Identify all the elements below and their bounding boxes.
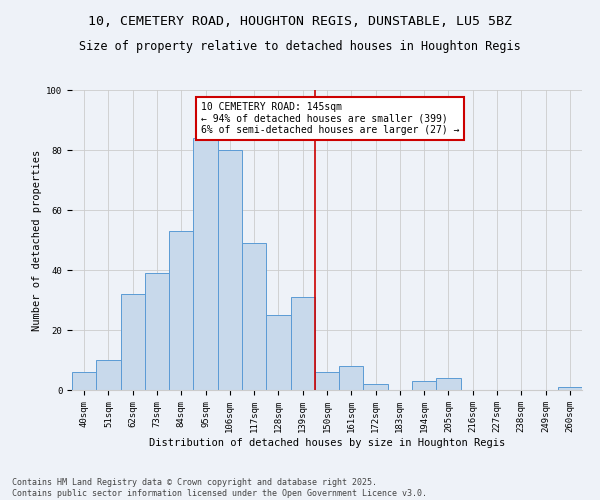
Bar (193, 138, 218, 390)
Bar (72, 372, 96, 390)
Bar (266, 315, 290, 390)
Bar (412, 381, 436, 390)
Bar (339, 366, 364, 390)
Bar (169, 231, 193, 390)
Bar (96, 360, 121, 390)
X-axis label: Distribution of detached houses by size in Houghton Regis: Distribution of detached houses by size … (149, 438, 505, 448)
Bar (315, 372, 339, 390)
Bar (364, 384, 388, 390)
Bar (242, 243, 266, 390)
Bar (218, 150, 242, 390)
Bar (145, 273, 169, 390)
Text: 10, CEMETERY ROAD, HOUGHTON REGIS, DUNSTABLE, LU5 5BZ: 10, CEMETERY ROAD, HOUGHTON REGIS, DUNST… (88, 15, 512, 28)
Bar (436, 378, 461, 390)
Y-axis label: Number of detached properties: Number of detached properties (32, 150, 42, 330)
Bar (290, 297, 315, 390)
Text: Contains HM Land Registry data © Crown copyright and database right 2025.
Contai: Contains HM Land Registry data © Crown c… (12, 478, 427, 498)
Bar (121, 294, 145, 390)
Bar (558, 387, 582, 390)
Text: 10 CEMETERY ROAD: 145sqm
← 94% of detached houses are smaller (399)
6% of semi-d: 10 CEMETERY ROAD: 145sqm ← 94% of detach… (201, 102, 459, 135)
Text: Size of property relative to detached houses in Houghton Regis: Size of property relative to detached ho… (79, 40, 521, 53)
